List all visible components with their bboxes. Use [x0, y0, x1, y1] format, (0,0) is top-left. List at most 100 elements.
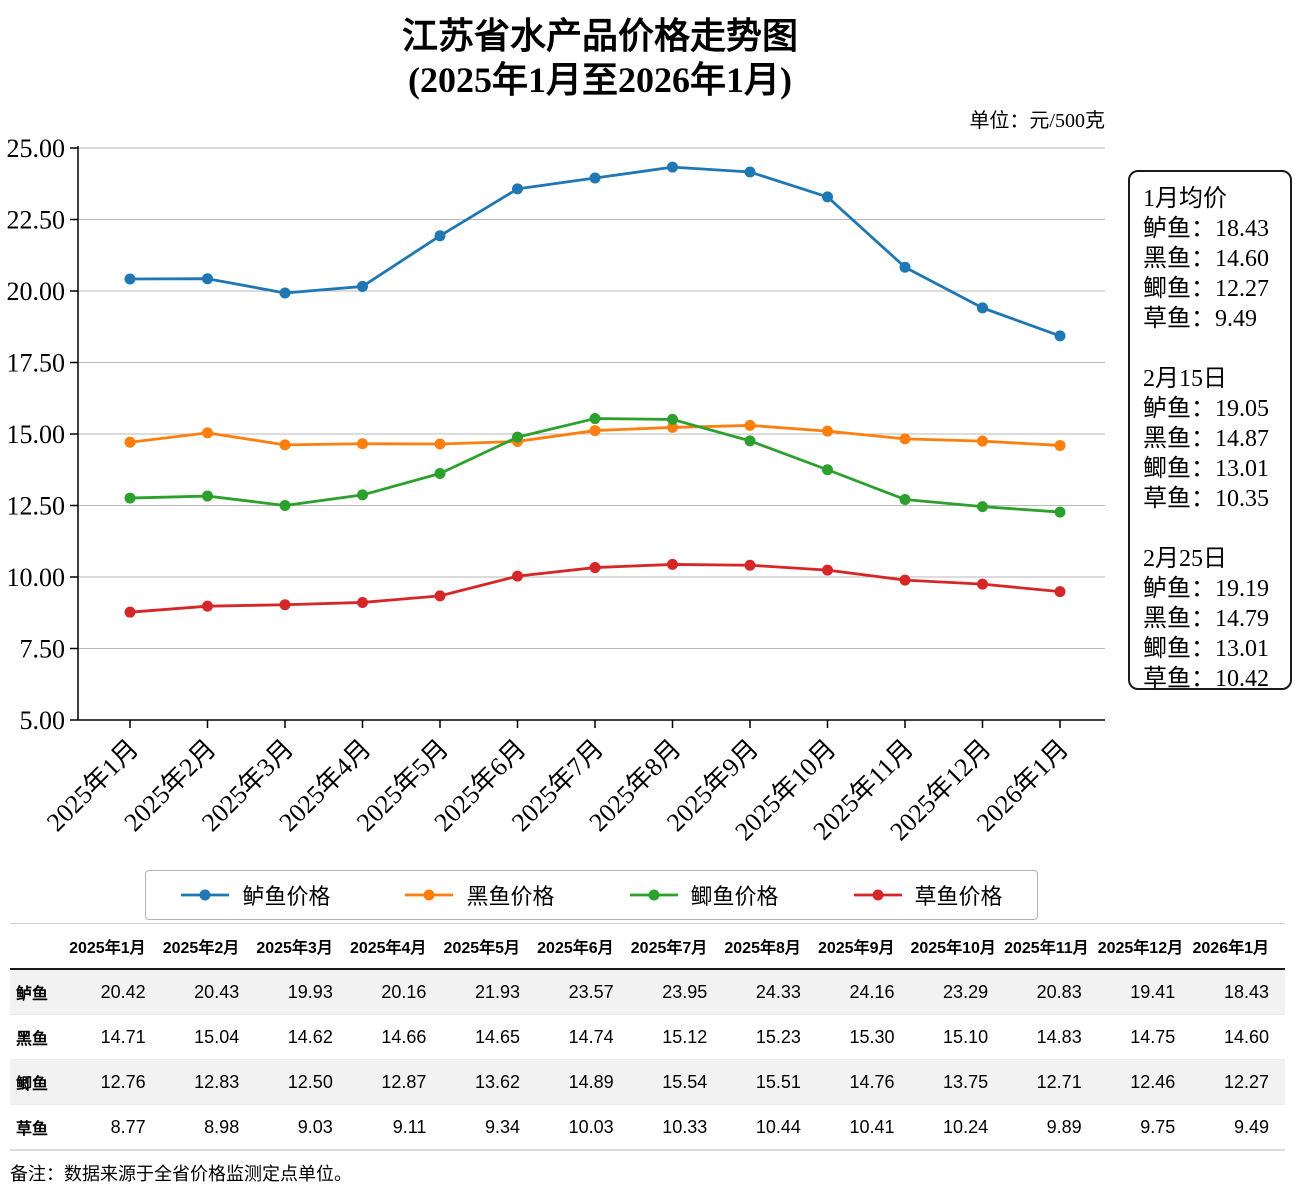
table-row-label: 草鱼 — [16, 1121, 49, 1138]
data-point — [279, 599, 291, 611]
table-cell: 15.10 — [943, 1026, 989, 1047]
data-point — [899, 574, 911, 586]
data-point — [1054, 330, 1066, 342]
table-cell: 12.27 — [1223, 1071, 1269, 1092]
line-chart: 5.00 7.50 10.00 12.50 15.00 17.50 20.00 22.50 25… — [7, 135, 1105, 846]
panel-line: 草鱼：10.35 — [1143, 486, 1269, 512]
table-cell: 10.44 — [755, 1116, 801, 1137]
legend-marker-icon — [181, 889, 230, 901]
y-tick-label: 20.00 — [7, 277, 66, 306]
table-cell: 12.87 — [381, 1071, 427, 1092]
table-cell: 13.75 — [943, 1071, 989, 1092]
data-point — [1054, 506, 1066, 518]
table-cell: 9.11 — [392, 1116, 427, 1137]
data-point — [667, 161, 678, 173]
data-point — [434, 438, 446, 450]
data-point — [822, 464, 833, 476]
table-cell: 12.50 — [287, 1071, 333, 1092]
table-cell: 9.89 — [1046, 1116, 1082, 1137]
data-point — [977, 501, 988, 513]
table-cell: 15.23 — [755, 1026, 801, 1047]
data-point — [667, 421, 678, 433]
table-row-label: 鲈鱼 — [16, 986, 49, 1003]
data-point — [1054, 439, 1066, 451]
table-cell: 14.62 — [287, 1026, 333, 1047]
table-cell: 20.83 — [1036, 981, 1082, 1002]
panel-block-1: 2月15日 鲈鱼：19.05 黑鱼：14.87 鲫鱼：13.01 草鱼：10.35 — [1143, 364, 1284, 514]
chart-title-line2: (2025年1月至2026年1月) — [408, 60, 792, 100]
legend-item-1: 黑鱼价格 — [404, 879, 555, 911]
chart-title: 江苏省水产品价格走势图 (2025年1月至2026年1月) — [0, 14, 1200, 102]
data-point — [899, 261, 911, 273]
data-point — [512, 183, 523, 195]
legend-label: 草鱼价格 — [914, 884, 1003, 909]
data-point — [744, 166, 756, 178]
table-cell: 24.33 — [755, 981, 801, 1002]
table-column-header: 2025年9月 — [816, 923, 911, 970]
table-cell: 15.51 — [755, 1071, 801, 1092]
data-point — [1054, 586, 1066, 598]
unit-label: 单位：元/500克 — [969, 110, 1105, 132]
table-cell: 12.83 — [194, 1071, 240, 1092]
panel-block-2: 2月25日 鲈鱼：19.19 黑鱼：14.79 鲫鱼：13.01 草鱼：10.42 — [1143, 544, 1284, 694]
table-cell: 24.16 — [849, 981, 895, 1002]
y-tick-label: 5.00 — [20, 706, 66, 735]
table-row: 草鱼 8.77 8.98 9.03 9.11 9.34 10.03 10.33 10.44 10.… — [10, 1105, 1285, 1150]
panel-line: 黑鱼：14.79 — [1143, 606, 1269, 632]
data-point — [357, 489, 368, 501]
table-cell: 14.66 — [381, 1026, 427, 1047]
y-tick-label: 17.50 — [7, 349, 66, 378]
legend-marker-icon — [405, 889, 454, 901]
legend-item-3: 草鱼价格 — [853, 879, 1003, 911]
table-cell: 18.43 — [1223, 981, 1269, 1002]
y-tick-label: 12.50 — [7, 492, 66, 521]
legend-label: 鲫鱼价格 — [690, 884, 779, 909]
data-point — [434, 467, 446, 479]
table-cell: 15.30 — [849, 1026, 895, 1047]
panel-line: 黑鱼：14.60 — [1143, 246, 1269, 272]
table-cell: 20.16 — [381, 981, 427, 1002]
panel-line: 草鱼：9.49 — [1143, 306, 1257, 332]
legend-dot — [648, 889, 659, 901]
y-tick-label: 10.00 — [7, 563, 66, 592]
data-point — [744, 559, 756, 571]
y-tick-label: 7.50 — [20, 635, 66, 664]
panel-heading: 2月25日 — [1143, 546, 1227, 572]
table-cell: 15.04 — [194, 1026, 240, 1047]
legend-dot — [423, 889, 435, 901]
data-point — [899, 433, 911, 445]
table-column-header: 2025年11月 — [1004, 923, 1098, 970]
data-point — [279, 500, 291, 511]
table-cell: 8.98 — [204, 1116, 240, 1137]
table-cell: 10.24 — [943, 1116, 989, 1137]
panel-line: 鲈鱼：19.19 — [1143, 576, 1269, 602]
table-column-header: 2025年4月 — [348, 923, 443, 970]
data-point — [589, 425, 601, 437]
table-cell: 10.41 — [849, 1116, 895, 1137]
data-point — [977, 302, 988, 314]
data-point — [822, 191, 833, 203]
data-point — [357, 280, 368, 292]
table-cell: 14.76 — [849, 1071, 895, 1092]
data-point — [589, 172, 601, 184]
table-cell: 20.42 — [100, 981, 146, 1002]
table-cell: 9.49 — [1233, 1116, 1269, 1137]
data-point — [667, 413, 678, 425]
data-point — [202, 490, 213, 502]
data-point — [434, 230, 446, 242]
panel-line: 鲈鱼：18.43 — [1143, 216, 1269, 242]
table-cell: 14.60 — [1223, 1026, 1269, 1047]
table-cell: 12.76 — [100, 1071, 146, 1092]
data-point — [744, 435, 756, 447]
y-tick-label: 15.00 — [7, 420, 66, 449]
table-cell: 13.62 — [475, 1071, 521, 1092]
legend-item-0: 鲈鱼价格 — [180, 879, 330, 911]
data-point — [744, 419, 756, 431]
table-cell: 23.95 — [662, 981, 708, 1002]
legend-box: 鲈鱼价格 黑鱼价格 鲫鱼价格 草鱼价格 — [145, 870, 1038, 920]
table-cell: 9.03 — [297, 1116, 333, 1137]
legend-label: 鲈鱼价格 — [242, 884, 331, 909]
legend-marker-icon — [853, 889, 902, 901]
data-point — [202, 427, 213, 439]
